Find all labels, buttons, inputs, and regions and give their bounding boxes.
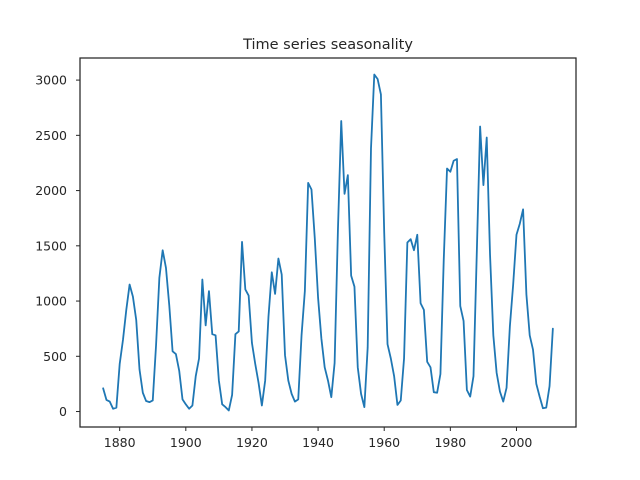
x-tick-label: 1920 (236, 435, 268, 450)
y-tick-label: 2000 (35, 183, 67, 198)
chart-title: Time series seasonality (242, 37, 413, 53)
x-tick-label: 1960 (368, 435, 400, 450)
y-tick-label: 2500 (35, 128, 67, 143)
x-tick-label: 1940 (302, 435, 334, 450)
series-line (102, 73, 554, 412)
y-tick-label: 1500 (35, 238, 67, 253)
x-tick-label: 1880 (104, 435, 136, 450)
x-tick-label: 1900 (170, 435, 202, 450)
y-tick-label: 500 (43, 349, 67, 364)
series-layer (102, 73, 554, 412)
y-tick-label: 0 (59, 404, 67, 419)
plot-area-frame (79, 57, 577, 428)
x-tick-label: 2000 (501, 435, 533, 450)
y-tick-label: 1000 (35, 294, 67, 309)
x-tick-label: 1980 (434, 435, 466, 450)
axis-ticks: 1880 1900 1920 1940 1960 1980 2000 0 500 1000 1500… (35, 73, 532, 450)
y-tick-label: 3000 (35, 73, 67, 88)
